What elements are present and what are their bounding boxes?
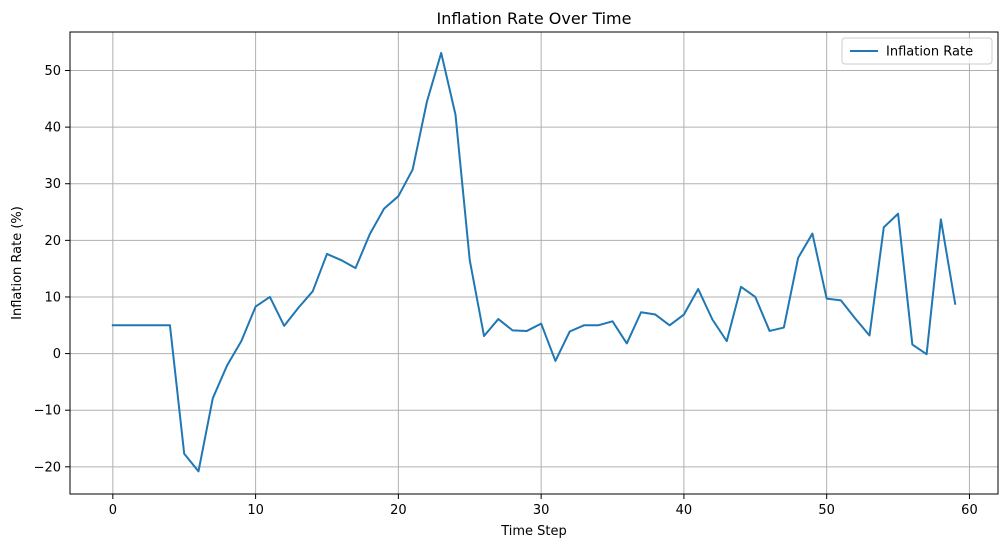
grid-layer [70,32,998,494]
x-tick-label: 10 [247,503,264,518]
ticks-layer: 0 10 20 30 40 50 60 −20 −10 0 10 20 30 40 50 [34,64,978,518]
y-tick-label: 0 [53,347,61,362]
y-tick-label: −20 [34,460,61,475]
x-axis-label: Time Step [500,524,567,539]
y-tick-label: 20 [44,234,61,249]
y-axis-label: Inflation Rate (%) [10,206,25,320]
series-line [111,51,957,473]
y-tick-label: 40 [44,121,61,136]
series-layer [111,51,957,473]
x-tick-label: 50 [818,503,835,518]
x-tick-label: 30 [533,503,550,518]
x-tick-label: 0 [109,503,117,518]
legend-box [841,37,993,65]
x-tick-label: 60 [961,503,978,518]
chart-title: Inflation Rate Over Time [437,9,632,28]
x-tick-label: 40 [676,503,693,518]
legend: Inflation Rate [841,37,993,65]
legend-label: Inflation Rate [886,45,973,60]
y-tick-label: 10 [44,290,61,305]
plot-frame [69,31,999,495]
y-tick-label: 30 [44,177,61,192]
y-tick-label: −10 [34,404,61,419]
y-tick-label: 50 [44,64,61,79]
x-tick-label: 20 [390,503,407,518]
